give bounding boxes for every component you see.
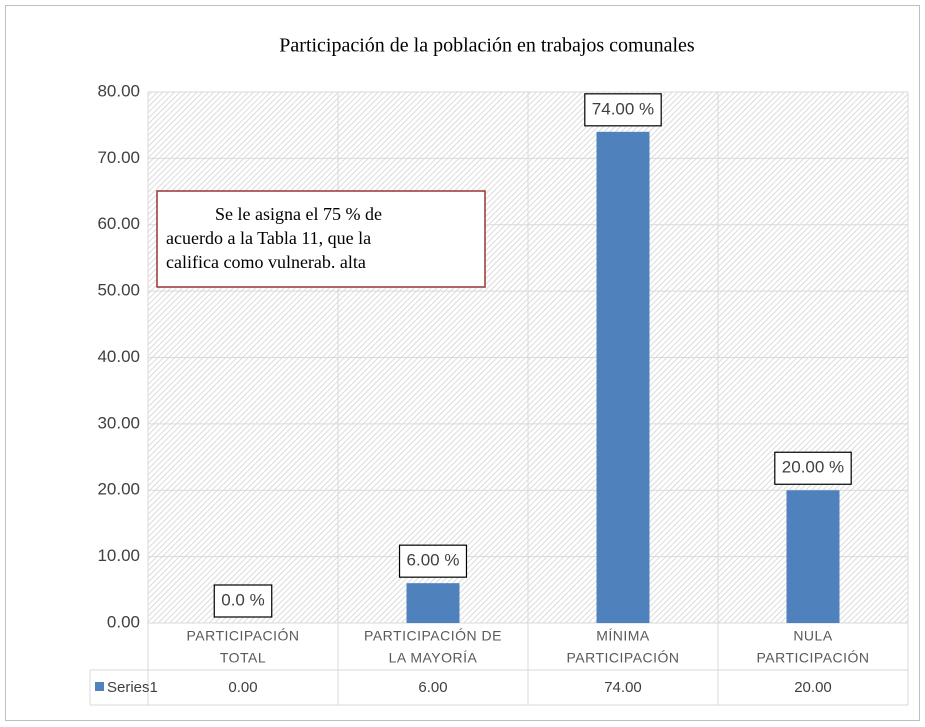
data-label: 20.00 % <box>782 458 844 477</box>
y-tick-label: 70.00 <box>97 148 140 167</box>
x-tick-label: TOTAL <box>220 650 266 666</box>
legend-swatch <box>95 682 104 691</box>
y-tick-label: 30.00 <box>97 413 140 432</box>
bar <box>406 583 460 623</box>
bar <box>786 490 840 623</box>
x-tick-label: PARTICIPACIÓN DE <box>364 628 502 644</box>
data-label: 6.00 % <box>407 551 460 570</box>
data-label: 74.00 % <box>592 99 654 118</box>
y-tick-label: 50.00 <box>97 281 140 300</box>
data-label-box <box>584 93 662 127</box>
x-tick-label: NULA <box>793 628 833 644</box>
table-value: 20.00 <box>794 679 832 696</box>
x-tick-label: PARTICIPACIÓN <box>186 628 299 644</box>
data-label-box <box>213 584 273 618</box>
y-tick-label: 10.00 <box>97 546 140 565</box>
annotation-text: Se le asigna el 75 % de <box>215 204 382 224</box>
bar <box>596 131 650 623</box>
y-tick-label: 40.00 <box>97 347 140 366</box>
annotation-text: califica como vulnerab. alta <box>166 252 366 272</box>
legend-label: Series1 <box>107 679 158 696</box>
y-tick-label: 0.00 <box>107 612 140 631</box>
y-tick-label: 60.00 <box>97 214 140 233</box>
chart-title: Participación de la población en trabajo… <box>279 35 695 57</box>
x-tick-label: PARTICIPACIÓN <box>756 650 869 666</box>
annotation-box <box>156 190 486 288</box>
annotation-text: acuerdo a la Tabla 11, que la <box>166 228 371 248</box>
data-label-box <box>398 544 468 578</box>
x-tick-label: LA MAYORÍA <box>389 650 478 666</box>
table-value: 6.00 <box>418 679 447 696</box>
table-value: 74.00 <box>604 679 642 696</box>
y-tick-label: 20.00 <box>97 480 140 499</box>
y-tick-label: 80.00 <box>97 81 140 100</box>
table-value: 0.00 <box>228 679 257 696</box>
data-label-box <box>774 451 852 485</box>
data-label: 0.0 % <box>221 590 264 609</box>
x-tick-label: PARTICIPACIÓN <box>566 650 679 666</box>
x-tick-label: MÍNIMA <box>596 628 650 644</box>
